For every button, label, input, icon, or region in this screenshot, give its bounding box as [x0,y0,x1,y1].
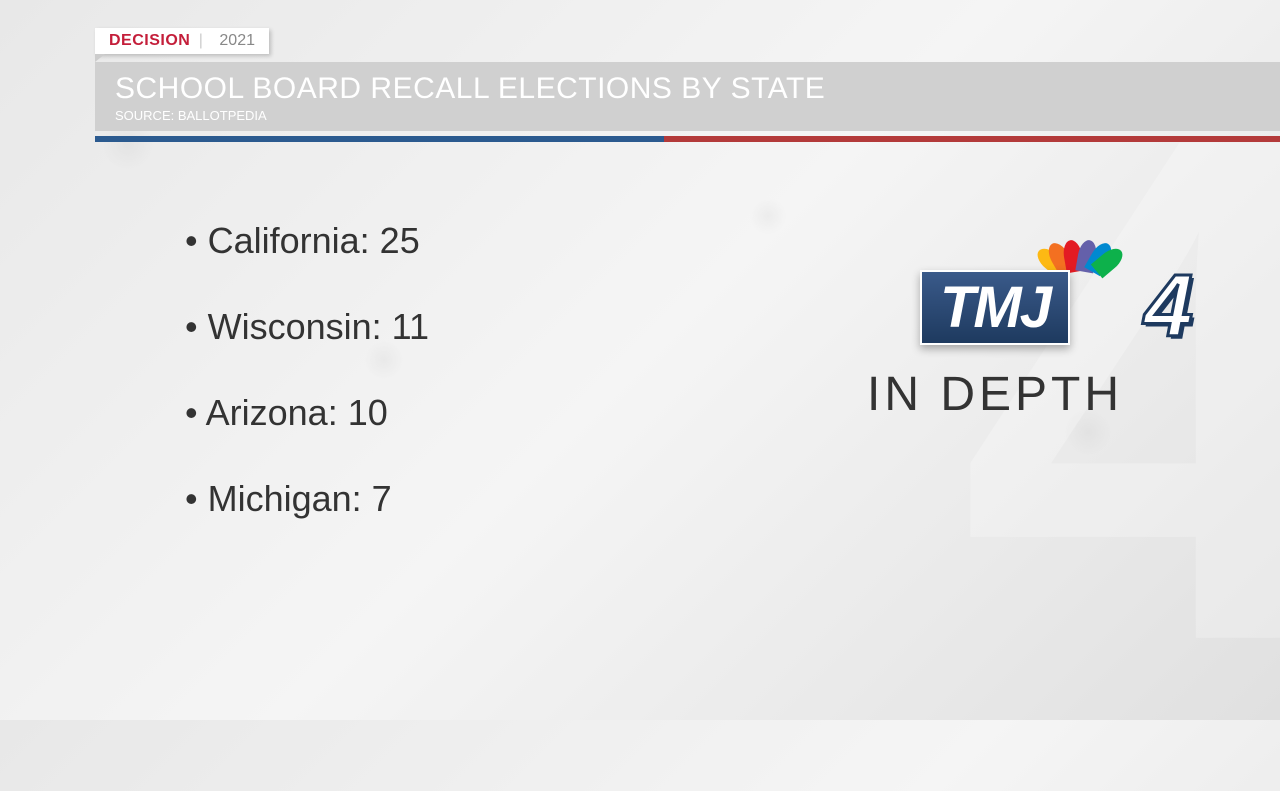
list-item: Wisconsin: 11 [185,306,429,348]
color-bar-blue [95,136,664,142]
list-item: Michigan: 7 [185,478,429,520]
source-text: SOURCE: BALLOTPEDIA [115,108,1260,123]
station-letters: TMJ [920,270,1070,345]
station-logo-area: TMJ 4 IN DEPTH [835,240,1155,422]
decision-label: DECISION [109,32,190,49]
tmj4-logo: TMJ 4 [835,270,1155,345]
color-divider-bar [95,136,1280,142]
channel-number: 4 [1144,255,1193,357]
divider: | [199,32,203,49]
title-text: SCHOOL BOARD RECALL ELECTIONS BY STATE [115,72,1260,106]
list-item: California: 25 [185,220,429,262]
color-bar-red [664,136,1280,142]
decision-year: 2021 [219,32,255,49]
list-item: Arizona: 10 [185,392,429,434]
tagline-text: IN DEPTH [835,367,1155,422]
decision-tag: DECISION | 2021 [95,28,269,54]
data-list: California: 25 Wisconsin: 11 Arizona: 10 Mi… [185,220,429,564]
title-bar: SCHOOL BOARD RECALL ELECTIONS BY STATE S… [95,62,1280,131]
